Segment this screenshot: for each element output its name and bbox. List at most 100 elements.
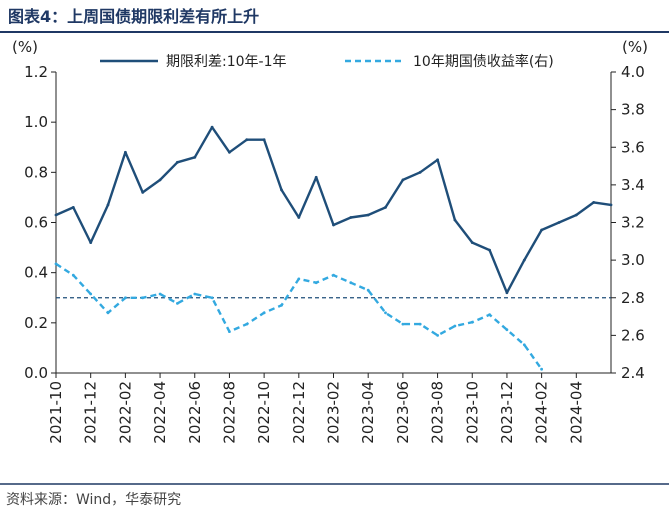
x-tick-label: 2022-04 <box>151 381 169 444</box>
legend-label-yield: 10年期国债收益率(右) <box>413 53 554 70</box>
spread-point <box>262 138 266 142</box>
right-tick-label: 4.0 <box>621 63 645 81</box>
yield-point <box>54 262 58 266</box>
yield-point <box>245 322 249 326</box>
spread-point <box>366 213 370 217</box>
yield-point <box>418 322 422 326</box>
spread-point <box>609 203 613 207</box>
right-tick-label: 3.8 <box>621 101 645 119</box>
spread-point <box>592 201 596 204</box>
x-tick-label: 2024-02 <box>533 381 551 444</box>
yield-point <box>193 292 197 296</box>
spread-point <box>210 125 214 129</box>
spread-point <box>540 228 543 232</box>
yield-point <box>332 273 335 277</box>
spread-point <box>158 178 162 182</box>
spread-point <box>574 213 578 217</box>
spread-point <box>245 138 249 142</box>
left-tick-label: 1.0 <box>24 113 48 131</box>
yield-point <box>314 281 318 285</box>
yield-point <box>210 296 214 300</box>
x-tick-label: 2021-12 <box>82 381 100 444</box>
left-tick-label: 0.2 <box>24 314 48 332</box>
spread-point <box>176 160 179 164</box>
spread-point <box>89 241 93 245</box>
spread-point <box>505 291 509 295</box>
x-tick-label: 2021-10 <box>47 381 65 444</box>
spread-point <box>557 221 561 224</box>
spread-point <box>418 170 422 174</box>
x-axis-ticks: 2021-10 2021-12 2022-02 2022-04 2022-06 2022-… <box>47 373 585 444</box>
left-tick-label: 0.0 <box>24 364 48 382</box>
right-tick-label: 3.6 <box>621 138 645 156</box>
spread-point <box>453 218 457 222</box>
yield-point <box>522 343 526 347</box>
yield-point <box>453 324 457 328</box>
right-tick-label: 2.6 <box>621 326 645 344</box>
right-tick-label: 3.0 <box>621 251 645 269</box>
yield-point <box>158 292 162 296</box>
x-tick-label: 2023-10 <box>463 381 481 444</box>
yield-point <box>505 328 509 332</box>
plot-area <box>54 72 613 374</box>
yield-point <box>89 292 93 296</box>
yield-point <box>540 367 543 371</box>
spread-point <box>124 150 127 154</box>
spread-point <box>401 178 405 182</box>
x-tick-label: 2023-06 <box>394 381 412 444</box>
right-axis-ticks: 2.4 2.6 2.8 3.0 3.2 3.4 3.6 3.8 4.0 <box>611 63 645 382</box>
yield-point <box>470 320 474 324</box>
spread-point <box>470 241 474 245</box>
left-tick-label: 1.2 <box>24 63 48 81</box>
legend: 期限利差:10年-1年 10年期国债收益率(右) <box>100 53 554 70</box>
spread-point <box>71 206 75 209</box>
x-tick-label: 2022-08 <box>220 381 238 444</box>
yield-point <box>384 311 387 315</box>
spread-point <box>349 216 353 219</box>
series-line-spread <box>55 125 612 294</box>
x-tick-label: 2022-10 <box>255 381 273 444</box>
left-tick-label: 0.4 <box>24 264 48 282</box>
yield-point <box>488 313 491 317</box>
source-note: 资料来源：Wind，华泰研究 <box>6 492 181 508</box>
yield-point <box>71 273 75 277</box>
yield-point <box>106 311 110 315</box>
yield-point <box>297 277 301 281</box>
spread-point <box>193 155 197 159</box>
spread-point <box>314 175 318 179</box>
x-tick-label: 2023-08 <box>429 381 447 444</box>
right-tick-label: 3.2 <box>621 214 645 232</box>
right-tick-label: 3.4 <box>621 176 645 194</box>
left-tick-label: 0.8 <box>24 163 48 181</box>
yield-point <box>124 296 127 300</box>
yield-point <box>141 296 145 300</box>
yield-point <box>280 303 283 307</box>
left-axis-unit: (%) <box>12 38 38 56</box>
spread-point <box>436 158 439 162</box>
x-tick-label: 2024-04 <box>567 381 585 444</box>
spread-point <box>297 216 301 219</box>
spread-point <box>488 248 491 252</box>
spread-point <box>54 213 58 217</box>
right-tick-label: 2.4 <box>621 364 645 382</box>
yield-point <box>262 311 266 315</box>
spread-point <box>332 223 335 227</box>
spread-point <box>280 188 283 192</box>
yield-point <box>176 302 179 305</box>
yield-point <box>228 330 231 333</box>
right-tick-label: 2.8 <box>621 289 645 307</box>
yield-point <box>436 334 439 337</box>
left-tick-label: 0.6 <box>24 214 48 232</box>
spread-point <box>106 203 110 207</box>
x-tick-label: 2022-06 <box>186 381 204 444</box>
x-tick-label: 2022-02 <box>116 381 134 444</box>
figure-title: 图表4：上周国债期限利差有所上升 <box>8 7 259 26</box>
x-tick-label: 2022-12 <box>290 381 308 444</box>
spread-point <box>228 150 231 154</box>
legend-label-spread: 期限利差:10年-1年 <box>166 54 287 70</box>
yield-point <box>349 281 353 285</box>
x-tick-label: 2023-12 <box>498 381 516 444</box>
left-axis-ticks: 0.0 0.2 0.4 0.6 0.8 1.0 1.2 <box>24 63 56 382</box>
x-tick-label: 2023-02 <box>325 381 343 444</box>
